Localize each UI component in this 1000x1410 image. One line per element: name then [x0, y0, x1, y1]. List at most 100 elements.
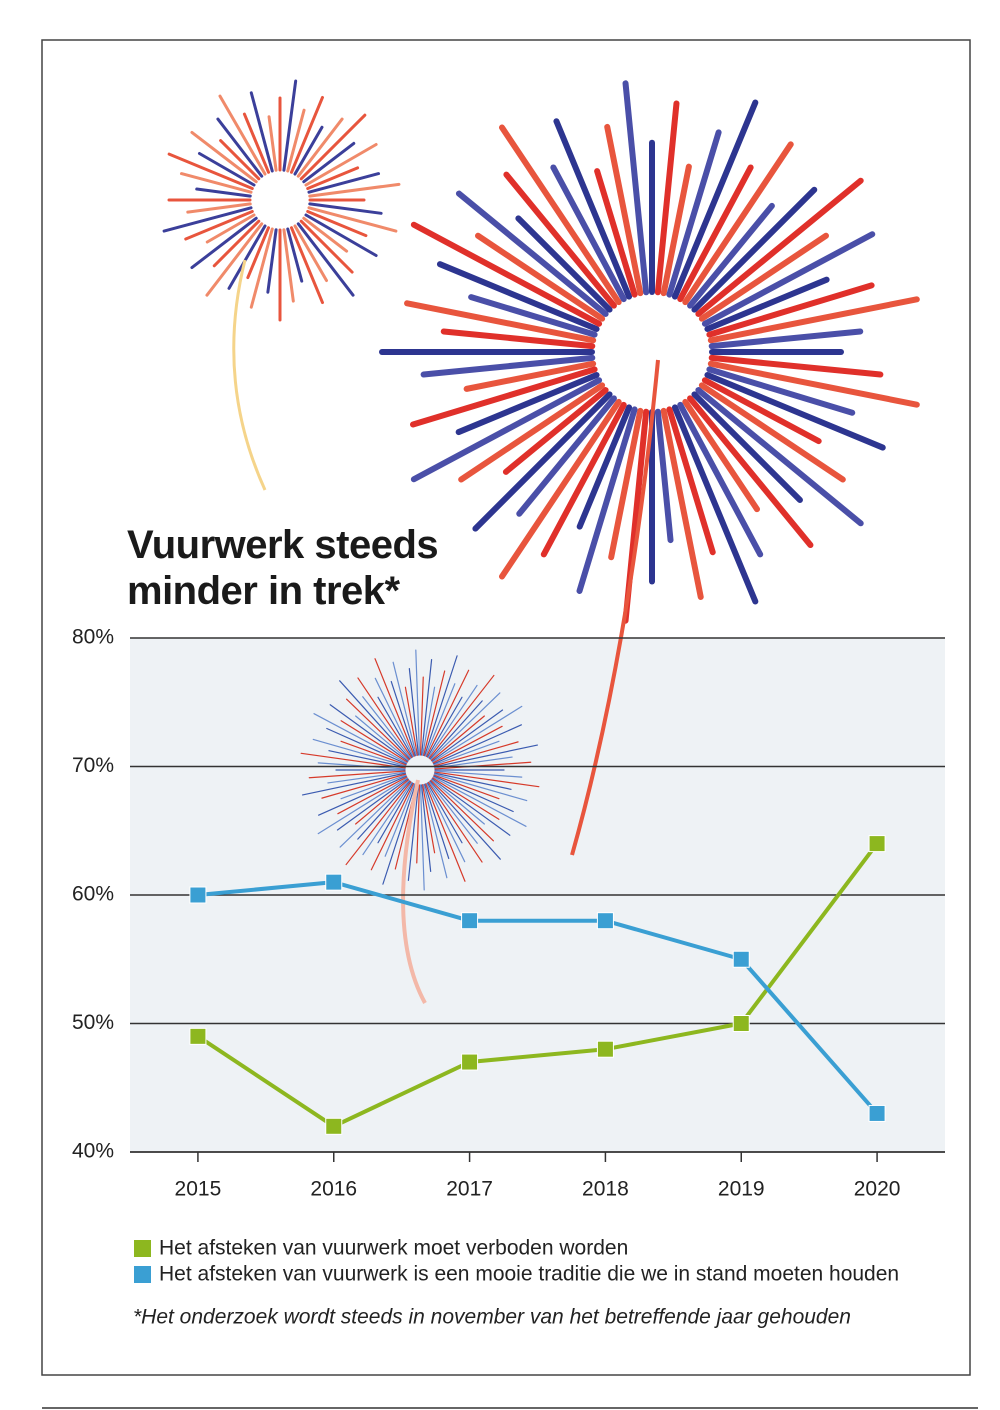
firework-ray	[408, 667, 420, 756]
x-tick-label: 2015	[175, 1178, 222, 1201]
firework-ray	[434, 744, 538, 768]
firework-ray	[422, 784, 436, 854]
firework-ray	[205, 213, 256, 244]
firework-ray	[327, 771, 406, 784]
firework-ray	[432, 777, 500, 820]
firework-ray	[428, 674, 495, 759]
firework-ray	[704, 276, 830, 333]
firework-ray	[317, 777, 408, 835]
firework-ray	[671, 404, 759, 605]
firework-ray	[498, 398, 622, 580]
firework-ray	[382, 783, 416, 885]
firework-ray	[433, 774, 500, 800]
firework-ray	[432, 725, 503, 764]
data-point	[325, 873, 343, 891]
firework-ray	[326, 727, 407, 765]
data-point	[189, 1027, 207, 1045]
firework-ray	[304, 213, 378, 257]
firework-ray	[677, 401, 764, 558]
firework-ray	[167, 152, 254, 191]
firework-ray	[293, 125, 324, 176]
firework-ray	[434, 772, 512, 790]
firework-ray	[312, 738, 407, 767]
firework-ray	[434, 770, 523, 778]
data-point	[596, 1040, 614, 1058]
firework-ray	[430, 779, 485, 825]
firework-ray	[340, 720, 408, 763]
firework-ray	[313, 713, 408, 764]
firework-ray	[691, 391, 803, 503]
y-tick-label: 70%	[72, 754, 114, 777]
firework-ray	[433, 773, 528, 802]
fireworks	[162, 79, 920, 1004]
firework-ray	[302, 141, 356, 184]
firework-ray	[436, 261, 600, 333]
x-tick-label: 2019	[718, 1178, 765, 1201]
firework-ray	[423, 783, 448, 879]
firework-ray	[422, 686, 436, 756]
firework-ray	[707, 296, 920, 344]
firework-ray	[355, 715, 410, 761]
firework-ray	[307, 172, 381, 194]
firework-ray	[340, 740, 407, 766]
firework-ray	[671, 99, 759, 300]
firework-ray	[370, 782, 415, 871]
firework-ray	[468, 294, 598, 338]
frame	[41, 39, 971, 1376]
firework-ray	[698, 232, 829, 322]
firework-ray	[419, 784, 425, 891]
firework-ray	[340, 774, 407, 800]
y-tick-label: 50%	[72, 1011, 114, 1034]
data-point	[868, 835, 886, 853]
firework-ray	[410, 366, 598, 428]
firework-ray	[553, 118, 633, 300]
firework-ray	[691, 186, 818, 313]
firework-ray	[458, 382, 606, 483]
y-tick-label: 80%	[72, 626, 114, 649]
firework-ray	[219, 139, 261, 181]
firework-ray	[425, 669, 470, 758]
firework-ray	[698, 382, 846, 483]
firework-ray	[289, 95, 324, 174]
data-point	[461, 1053, 479, 1071]
firework-ray	[186, 202, 252, 214]
firework-ray	[306, 209, 368, 238]
firework-ray	[308, 770, 406, 779]
firework-ray	[434, 761, 532, 770]
firework-ray	[706, 282, 875, 338]
firework-ray	[377, 696, 414, 758]
firework-ray	[267, 115, 278, 172]
firework-ray	[410, 221, 603, 327]
firework-ray	[407, 784, 420, 881]
firework-ray	[345, 781, 412, 866]
firework-ray	[339, 680, 411, 760]
firework-ray	[687, 395, 814, 549]
firework-ray	[392, 661, 417, 757]
firework-ray	[708, 354, 884, 378]
firework-ray	[429, 780, 501, 860]
firework-ray	[604, 123, 644, 297]
firework-ray	[472, 391, 613, 532]
firework-ray	[362, 781, 413, 856]
firework-ray	[660, 163, 692, 297]
firework-ray	[337, 776, 408, 815]
firework-ray	[666, 129, 722, 298]
firework-ray	[704, 371, 886, 451]
firework-ray	[432, 776, 527, 827]
firework-ray	[384, 783, 415, 857]
firework-ray	[184, 209, 254, 241]
x-tick-label: 2018	[582, 1178, 629, 1201]
firework-ray	[362, 696, 412, 759]
legend-swatch	[134, 1266, 151, 1283]
firework-ray	[410, 377, 603, 483]
firework-ray	[246, 226, 271, 280]
firework-ray	[429, 700, 483, 760]
firework-ray	[242, 112, 271, 174]
data-point	[461, 912, 479, 930]
firework-ray	[227, 224, 267, 290]
firework-ray	[622, 80, 650, 296]
firework-ray	[701, 377, 822, 445]
firework-ray	[374, 658, 415, 757]
